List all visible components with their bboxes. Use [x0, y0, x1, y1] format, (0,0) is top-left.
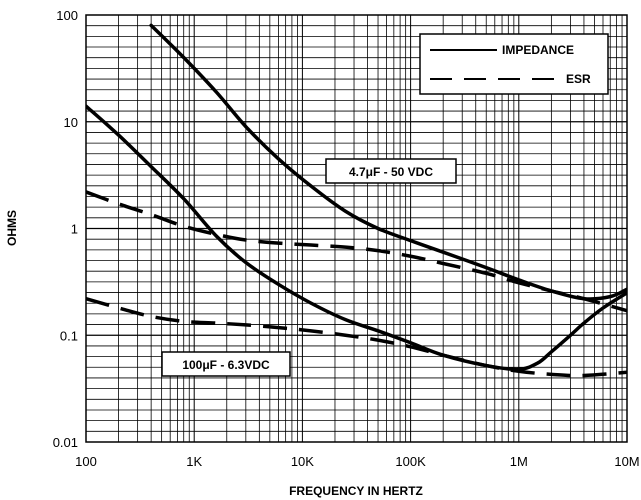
y-tick-label: 0.01 — [53, 435, 78, 450]
annotation-100uf-box — [161, 351, 291, 377]
x-tick-label: 100 — [75, 454, 97, 469]
legend: IMPEDANCE ESR — [419, 33, 609, 95]
x-tick-label: 1K — [186, 454, 202, 469]
y-tick-label: 1 — [71, 222, 78, 237]
annotation-4-7uf-label: 4.7μF - 50 VDC — [349, 165, 433, 179]
x-tick-label: 10K — [291, 454, 314, 469]
y-axis-title: OHMS — [5, 210, 19, 246]
y-tick-label: 10 — [64, 115, 78, 130]
y-tick-label: 0.1 — [60, 328, 78, 343]
annotation-4-7uf: 4.7μF - 50 VDC — [325, 158, 457, 184]
series-line-impedance-0 — [149, 23, 627, 301]
x-tick-label: 100K — [395, 454, 426, 469]
x-tick-label: 1M — [510, 454, 528, 469]
y-tick-label: 100 — [56, 8, 78, 23]
series-line-esr-3 — [86, 297, 627, 378]
x-tick-label: 10M — [614, 454, 639, 469]
y-tick-labels: 0.01 0.1 1 10 100 — [53, 8, 78, 450]
legend-label-impedance: IMPEDANCE — [502, 43, 574, 57]
annotation-100uf-label: 100μF - 6.3VDC — [182, 358, 270, 372]
legend-box — [419, 33, 609, 95]
legend-label-esr: ESR — [566, 72, 591, 86]
series-line-esr-1 — [86, 190, 627, 313]
annotation-100uf: 100μF - 6.3VDC — [161, 351, 291, 377]
series-layer — [86, 23, 627, 378]
series-line-impedance-2 — [86, 104, 627, 372]
plot-frame — [85, 14, 628, 443]
annotation-4-7uf-box — [325, 158, 457, 184]
x-axis-title: FREQUENCY IN HERTZ — [289, 484, 423, 498]
x-tick-labels: 100 1K 10K 100K 1M 10M — [75, 454, 640, 469]
